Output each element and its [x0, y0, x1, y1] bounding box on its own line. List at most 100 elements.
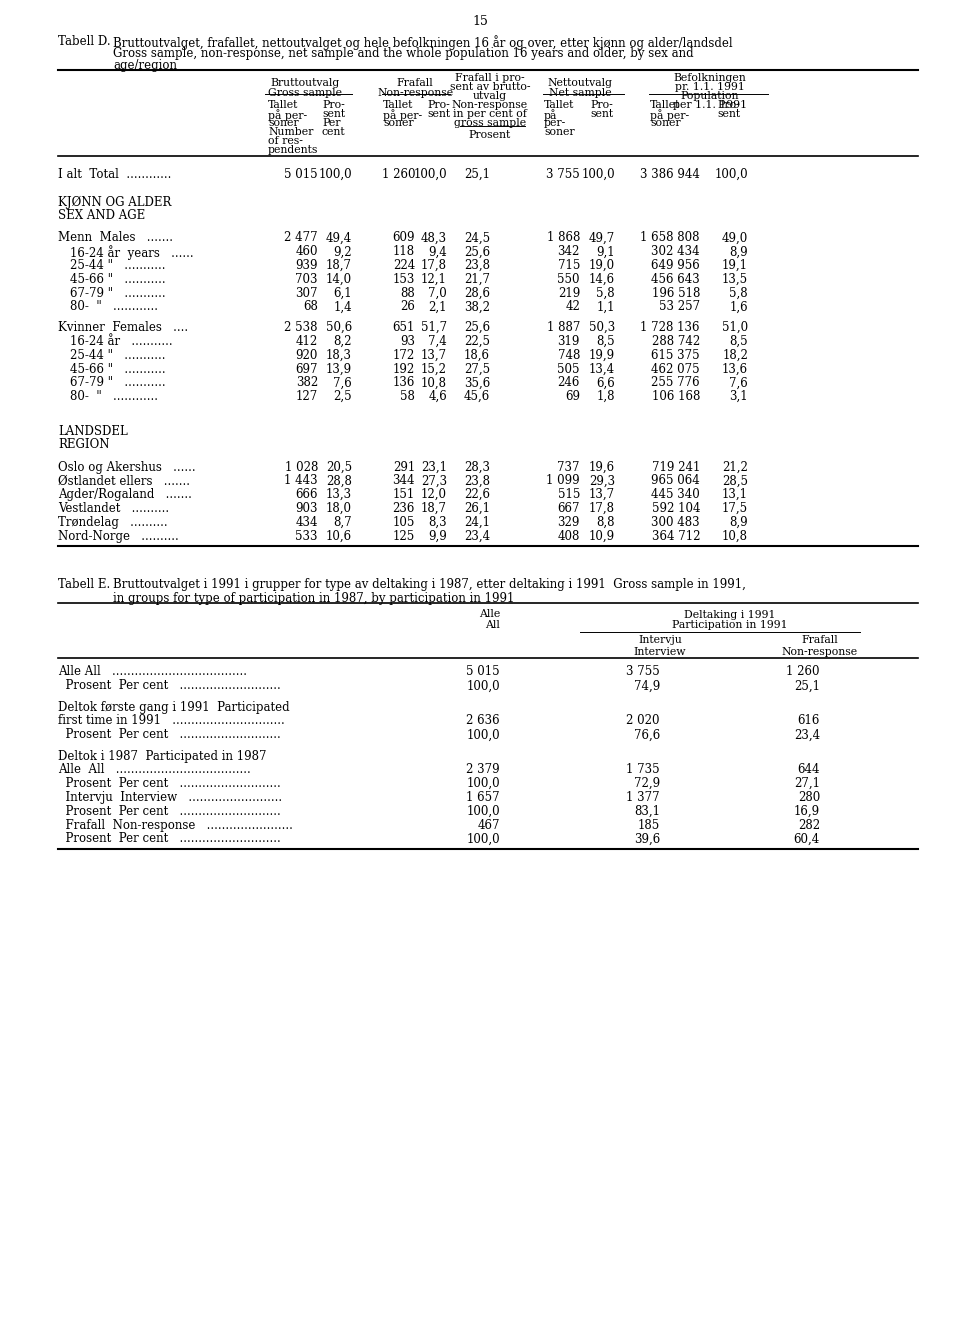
Text: 319: 319	[558, 335, 580, 348]
Text: Prosent: Prosent	[468, 129, 511, 140]
Text: 25-44 "   ...........: 25-44 " ...........	[70, 259, 165, 272]
Text: 408: 408	[558, 530, 580, 543]
Text: Intervju  Interview   .........................: Intervju Interview .....................…	[58, 791, 282, 804]
Text: 17,8: 17,8	[589, 502, 615, 515]
Text: 100,0: 100,0	[467, 679, 500, 692]
Text: Oslo og Akershus   ......: Oslo og Akershus ......	[58, 460, 196, 474]
Text: 67-79 "   ...........: 67-79 " ...........	[70, 376, 166, 390]
Text: 18,0: 18,0	[326, 502, 352, 515]
Text: sent: sent	[590, 109, 613, 119]
Text: LANDSDEL: LANDSDEL	[58, 424, 128, 438]
Text: 185: 185	[637, 819, 660, 831]
Text: 80-  "   ............: 80- " ............	[70, 390, 158, 403]
Text: 13,4: 13,4	[588, 363, 615, 376]
Text: Non-response: Non-response	[452, 100, 528, 109]
Text: soner: soner	[383, 117, 414, 128]
Text: Frafall i pro-: Frafall i pro-	[455, 73, 525, 83]
Text: 8,7: 8,7	[333, 516, 352, 528]
Text: 2,5: 2,5	[333, 390, 352, 403]
Text: 8,5: 8,5	[596, 335, 615, 348]
Text: 12,1: 12,1	[421, 273, 447, 285]
Text: 172: 172	[393, 348, 415, 362]
Text: 19,0: 19,0	[588, 259, 615, 272]
Text: Number: Number	[268, 127, 313, 137]
Text: 7,4: 7,4	[428, 335, 447, 348]
Text: 1 260: 1 260	[786, 666, 820, 679]
Text: 16,9: 16,9	[794, 804, 820, 818]
Text: 15: 15	[472, 15, 488, 28]
Text: 100,0: 100,0	[467, 728, 500, 742]
Text: 5,8: 5,8	[596, 287, 615, 300]
Text: Frafall: Frafall	[396, 77, 433, 88]
Text: 615 375: 615 375	[652, 348, 700, 362]
Text: 719 241: 719 241	[652, 460, 700, 474]
Text: 1 657: 1 657	[467, 791, 500, 804]
Text: 45,6: 45,6	[464, 390, 490, 403]
Text: 125: 125	[393, 530, 415, 543]
Text: 20,5: 20,5	[325, 460, 352, 474]
Text: 2 477: 2 477	[284, 232, 318, 244]
Text: 50,6: 50,6	[325, 321, 352, 335]
Text: 7,6: 7,6	[730, 376, 748, 390]
Text: 246: 246	[558, 376, 580, 390]
Text: 703: 703	[296, 273, 318, 285]
Text: Tabell D.: Tabell D.	[58, 35, 110, 48]
Text: Prosent  Per cent   ...........................: Prosent Per cent .......................…	[58, 778, 280, 790]
Text: 49,4: 49,4	[325, 232, 352, 244]
Text: 236: 236	[393, 502, 415, 515]
Text: 88: 88	[400, 287, 415, 300]
Text: 19,1: 19,1	[722, 259, 748, 272]
Text: 23,8: 23,8	[464, 475, 490, 487]
Text: 45-66 "   ...........: 45-66 " ...........	[70, 363, 166, 376]
Text: 28,6: 28,6	[464, 287, 490, 300]
Text: 13,7: 13,7	[588, 488, 615, 502]
Text: 412: 412	[296, 335, 318, 348]
Text: in per cent of: in per cent of	[453, 109, 527, 119]
Text: 83,1: 83,1	[634, 804, 660, 818]
Text: Prosent  Per cent   ...........................: Prosent Per cent .......................…	[58, 832, 280, 846]
Text: 100,0: 100,0	[467, 832, 500, 846]
Text: 715: 715	[558, 259, 580, 272]
Text: 100,0: 100,0	[582, 168, 615, 181]
Text: 8,9: 8,9	[730, 245, 748, 259]
Text: 1 028: 1 028	[284, 460, 318, 474]
Text: Alle All   ....................................: Alle All ...............................…	[58, 666, 247, 679]
Text: 666: 666	[296, 488, 318, 502]
Text: 3 755: 3 755	[626, 666, 660, 679]
Text: 616: 616	[798, 715, 820, 727]
Text: first time in 1991   ..............................: first time in 1991 .....................…	[58, 715, 285, 727]
Text: 9,2: 9,2	[333, 245, 352, 259]
Text: 21,7: 21,7	[464, 273, 490, 285]
Text: 1 887: 1 887	[546, 321, 580, 335]
Text: sent: sent	[717, 109, 740, 119]
Text: 51,0: 51,0	[722, 321, 748, 335]
Text: 192: 192	[393, 363, 415, 376]
Text: på per-: på per-	[650, 109, 689, 121]
Text: 364 712: 364 712	[652, 530, 700, 543]
Text: 302 434: 302 434	[652, 245, 700, 259]
Text: 3,1: 3,1	[730, 390, 748, 403]
Text: soner: soner	[268, 117, 299, 128]
Text: 68: 68	[303, 300, 318, 313]
Text: 644: 644	[798, 763, 820, 776]
Text: 93: 93	[400, 335, 415, 348]
Text: Tallet: Tallet	[544, 100, 574, 109]
Text: 8,8: 8,8	[596, 516, 615, 528]
Text: 100,0: 100,0	[714, 168, 748, 181]
Text: 151: 151	[393, 488, 415, 502]
Text: Pro-: Pro-	[427, 100, 449, 109]
Text: 19,6: 19,6	[588, 460, 615, 474]
Text: 1,8: 1,8	[596, 390, 615, 403]
Text: REGION: REGION	[58, 439, 109, 451]
Text: Frafall: Frafall	[802, 635, 838, 646]
Text: Gross sample, non-response, net sample and the whole population 16 years and old: Gross sample, non-response, net sample a…	[113, 47, 694, 60]
Text: 1 377: 1 377	[626, 791, 660, 804]
Text: sent av brutto-: sent av brutto-	[449, 81, 530, 92]
Text: 13,7: 13,7	[420, 348, 447, 362]
Text: Non-response: Non-response	[782, 647, 858, 658]
Text: 100,0: 100,0	[467, 778, 500, 790]
Text: cent: cent	[322, 127, 346, 137]
Text: 118: 118	[393, 245, 415, 259]
Text: 80-  "   ............: 80- " ............	[70, 300, 158, 313]
Text: 21,2: 21,2	[722, 460, 748, 474]
